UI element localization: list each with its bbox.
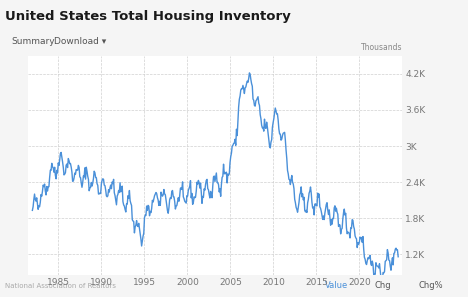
Text: National Association of Realtors: National Association of Realtors — [5, 283, 116, 289]
Text: Summary: Summary — [12, 37, 55, 47]
Text: Chg%: Chg% — [419, 282, 444, 290]
Text: Thousands: Thousands — [361, 43, 402, 52]
Text: Download ▾: Download ▾ — [54, 37, 106, 47]
Text: United States Total Housing Inventory: United States Total Housing Inventory — [5, 10, 291, 23]
Text: Value: Value — [325, 282, 349, 290]
Text: Chg: Chg — [374, 282, 391, 290]
